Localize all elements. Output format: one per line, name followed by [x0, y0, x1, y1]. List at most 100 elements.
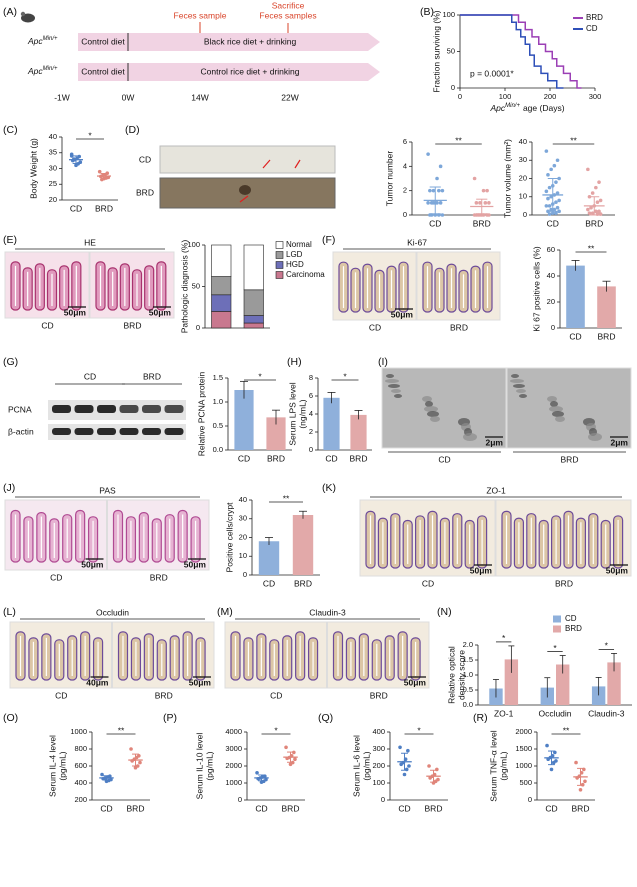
genotype: ApcMin/+: [27, 66, 58, 77]
legend-label: Carcinoma: [286, 270, 325, 279]
data-point: [550, 211, 555, 215]
bar: [350, 414, 367, 450]
data-point: [590, 211, 595, 215]
significance-label: *: [605, 641, 609, 651]
group-label: CD: [270, 690, 282, 700]
panel-label: (G): [3, 356, 18, 368]
x-tick-label: 300: [589, 92, 602, 101]
y-tick-label: 4: [309, 409, 313, 418]
scale-bar-label: 40μm: [86, 677, 109, 687]
organelle: [388, 384, 400, 388]
y-tick-label: 40: [49, 132, 57, 141]
data-point: [481, 188, 486, 193]
organelle: [550, 401, 558, 407]
y-tick-label: 0: [451, 83, 455, 92]
significance-label: *: [88, 130, 92, 140]
stacked-segment: [243, 315, 264, 324]
diet-arrow: [78, 63, 380, 81]
y-axis-label: Serum IL-10 level: [194, 733, 204, 800]
organelle: [547, 396, 557, 402]
y-tick-label: 1000: [225, 778, 242, 787]
data-point: [546, 173, 550, 177]
group-label: BRD: [370, 690, 388, 700]
data-point: [557, 176, 561, 181]
micrograph-title: HE: [84, 237, 96, 247]
data-point: [578, 788, 583, 792]
data-point: [487, 201, 491, 205]
data-point: [547, 212, 552, 216]
organelle: [425, 401, 433, 407]
panel-label: (C): [3, 124, 18, 136]
data-point: [594, 209, 598, 214]
y-tick-label: 2.0: [463, 640, 473, 649]
bar: [258, 541, 280, 575]
scale-bar-label: 50μm: [606, 565, 629, 575]
data-point: [549, 194, 553, 199]
y-tick-label: 60: [547, 245, 555, 254]
stacked-segment: [243, 289, 264, 316]
sample-label: Feces sample: [174, 10, 227, 20]
band: [74, 405, 94, 413]
group-label: CD: [50, 572, 62, 582]
x-tick-label: CD: [545, 803, 557, 813]
stacked-segment: [211, 244, 232, 277]
bar: [323, 397, 340, 450]
data-point: [426, 201, 430, 205]
data-point: [406, 748, 410, 753]
organelle: [519, 394, 527, 398]
band: [52, 428, 71, 435]
y-axis-label: (pg/mL): [204, 751, 214, 780]
y-tick-label: 0: [309, 445, 313, 454]
legend-label: CD: [586, 24, 598, 33]
y-tick-label: 6: [309, 391, 313, 400]
bar: [566, 265, 585, 328]
panel-label: (F): [322, 234, 335, 246]
micrograph-title: Occludin: [96, 607, 129, 617]
significance-label: **: [563, 725, 570, 735]
group-label: BRD: [155, 690, 173, 700]
scale-bar-label: 50μm: [189, 677, 212, 687]
scale-bar-label: 50μm: [64, 307, 87, 317]
band: [164, 405, 184, 413]
bar: [266, 417, 286, 450]
data-point: [551, 760, 556, 765]
y-tick-label: 30: [49, 163, 57, 172]
data-point: [255, 771, 259, 775]
significance-label: *: [417, 725, 421, 735]
micrograph-title: Claudin-3: [309, 607, 346, 617]
x-tick-label: CD: [325, 453, 337, 463]
data-point: [402, 772, 407, 777]
legend-swatch: [553, 615, 561, 623]
y-tick-label: 0.5: [213, 421, 223, 430]
organelle: [588, 433, 602, 441]
band: [97, 405, 116, 413]
group-label: BRD: [150, 572, 168, 582]
y-tick-label: 40: [547, 271, 555, 280]
band: [164, 428, 184, 435]
y-tick-label: 20: [547, 297, 555, 306]
data-point: [485, 188, 489, 193]
diet-label: Control rice diet + drinking: [201, 66, 300, 76]
group-label: BRD: [450, 322, 468, 332]
data-point: [574, 760, 578, 765]
scale-bar-label: 50μm: [470, 565, 493, 575]
genotype-sup: Min/+: [43, 66, 58, 72]
organelle: [463, 433, 477, 441]
x-tick-label: BRD: [572, 803, 590, 813]
stacked-segment: [243, 322, 264, 329]
significance-label: *: [343, 371, 347, 381]
x-tick-label: CD: [255, 803, 267, 813]
data-point: [472, 176, 477, 181]
micrograph-title: PAS: [99, 485, 116, 495]
y-tick-label: 4000: [225, 727, 242, 736]
legend-swatch: [275, 241, 284, 249]
bar: [504, 659, 519, 705]
organelle: [427, 411, 439, 417]
organelle: [385, 379, 399, 383]
y-tick-label: 200: [74, 795, 87, 804]
data-point: [69, 154, 74, 158]
group-label: CD: [41, 320, 53, 330]
y-axis-label: Body Weight (g): [28, 138, 38, 199]
data-point: [435, 176, 439, 181]
data-point: [586, 167, 590, 172]
